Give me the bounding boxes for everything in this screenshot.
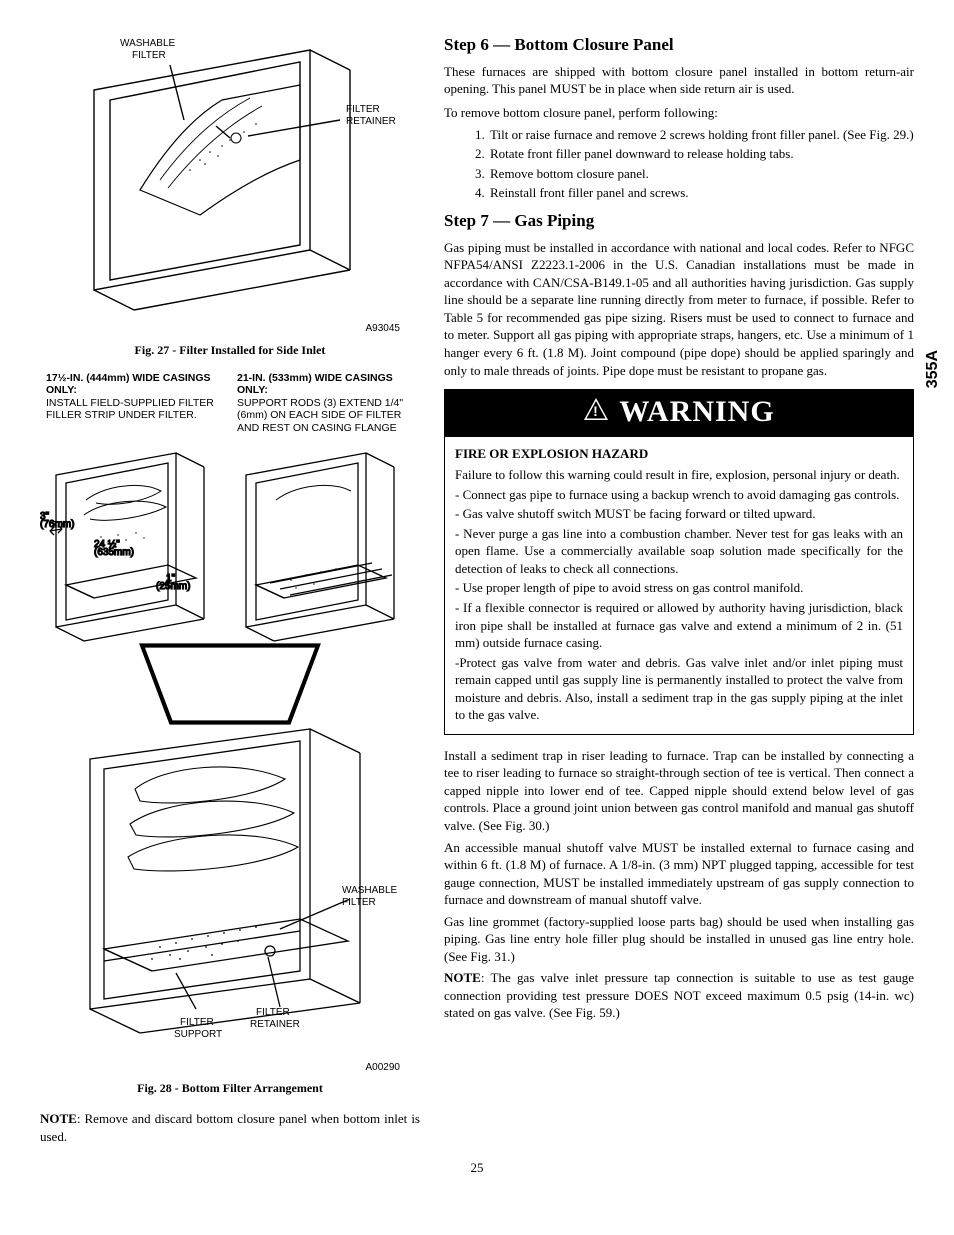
warning-item: - Never purge a gas line into a combusti… [455,525,903,578]
callout-left: 17½-IN. (444mm) WIDE CASINGS ONLY: INSTA… [46,372,223,435]
after-note-text: : The gas valve inlet pressure tap conne… [444,970,914,1020]
step6-item: Rotate front filler panel downward to re… [488,145,914,163]
after-note: NOTE: The gas valve inlet pressure tap c… [444,969,914,1022]
left-note-prefix: NOTE [40,1111,77,1126]
step6-list: Tilt or raise furnace and remove 2 screw… [488,126,914,202]
after-p1: Install a sediment trap in riser leading… [444,747,914,835]
fig28-label-retainer2: RETAINER [250,1019,300,1030]
step6-item: Tilt or raise furnace and remove 2 screw… [488,126,914,144]
fig28-label-support1: FILTER [180,1017,214,1028]
fig27-caption: Fig. 27 - Filter Installed for Side Inle… [40,342,420,358]
step6-p2: To remove bottom closure panel, perform … [444,104,914,122]
after-p2: An accessible manual shutoff valve MUST … [444,839,914,909]
fig27-diagram: WASHABLE FILTER FILTER RETAINER [50,30,410,320]
step6-item: Reinstall front filler panel and screws. [488,184,914,202]
fig28-diagram: 3" (76mm) 24 ½" (635mm) 1" (25mm) [40,439,420,1059]
fig28-callouts: 17½-IN. (444mm) WIDE CASINGS ONLY: INSTA… [46,372,414,435]
left-note: NOTE: Remove and discard bottom closure … [40,1110,420,1145]
warning-item: - If a flexible connector is required or… [455,599,903,652]
fig28-label-retainer1: FILTER [256,1007,290,1018]
fig27-label-washable: WASHABLE [120,38,176,49]
fig28-code: A00290 [40,1061,400,1075]
warning-item: - Gas valve shutoff switch MUST be facin… [455,505,903,523]
warning-item: -Protect gas valve from water and debris… [455,654,903,724]
fig28-label-washable2: FILTER [342,897,376,908]
warning-triangle-icon: ! [583,392,609,433]
fig27-label-washable2: FILTER [132,50,166,61]
after-note-prefix: NOTE [444,970,481,985]
callout-left-head: 17½-IN. (444mm) WIDE CASINGS ONLY: [46,372,211,397]
page-columns: WASHABLE FILTER FILTER RETAINER A93045 F… [40,30,914,1145]
left-column: WASHABLE FILTER FILTER RETAINER A93045 F… [40,30,420,1145]
callout-left-body: INSTALL FIELD-SUPPLIED FILTER FILLER STR… [46,397,214,422]
warning-body: FIRE OR EXPLOSION HAZARD Failure to foll… [445,437,913,734]
fig27-label-retainer1: FILTER [346,104,380,115]
step6-p1: These furnaces are shipped with bottom c… [444,63,914,98]
warning-banner: ! WARNING [445,390,913,437]
warning-hazard: FIRE OR EXPLOSION HAZARD [455,445,903,463]
fig27-label-retainer2: RETAINER [346,116,396,127]
svg-text:(25mm): (25mm) [156,581,190,592]
fig28-label-support2: SUPPORT [174,1029,222,1040]
left-note-text: : Remove and discard bottom closure pane… [40,1111,420,1144]
fig28-label-washable: WASHABLE [342,885,398,896]
side-tab-model: 355A [922,350,944,388]
step6-item: Remove bottom closure panel. [488,165,914,183]
callout-right: 21-IN. (533mm) WIDE CASINGS ONLY: SUPPOR… [237,372,414,435]
step7-heading: Step 7 — Gas Piping [444,210,914,233]
step6-heading: Step 6 — Bottom Closure Panel [444,34,914,57]
page-number: 25 [40,1159,914,1177]
svg-text:!: ! [593,403,599,419]
step7-p1: Gas piping must be installed in accordan… [444,239,914,379]
fig27-code: A93045 [40,322,400,336]
svg-text:(635mm): (635mm) [94,547,134,558]
warning-box: ! WARNING FIRE OR EXPLOSION HAZARD Failu… [444,389,914,735]
fig28-caption: Fig. 28 - Bottom Filter Arrangement [40,1080,420,1096]
right-column: Step 6 — Bottom Closure Panel These furn… [444,30,914,1145]
callout-right-body: SUPPORT RODS (3) EXTEND 1/4" (6mm) ON EA… [237,397,403,434]
callout-right-head: 21-IN. (533mm) WIDE CASINGS ONLY: [237,372,393,397]
warning-item: - Use proper length of pipe to avoid str… [455,579,903,597]
warning-banner-text: WARNING [619,392,774,433]
after-p3: Gas line grommet (factory-supplied loose… [444,913,914,966]
warning-item: - Connect gas pipe to furnace using a ba… [455,486,903,504]
warning-lead: Failure to follow this warning could res… [455,466,903,484]
svg-text:(76mm): (76mm) [40,519,74,530]
